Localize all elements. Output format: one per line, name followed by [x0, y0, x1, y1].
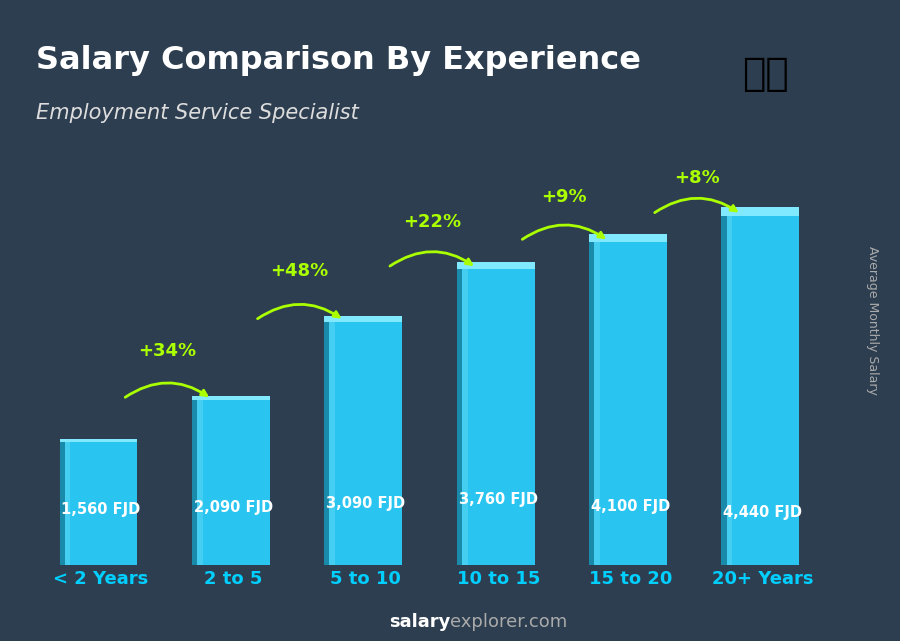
Text: salary: salary — [389, 613, 450, 631]
Bar — [726, 216, 799, 565]
Bar — [192, 401, 197, 565]
Bar — [329, 322, 335, 565]
Text: +8%: +8% — [674, 169, 720, 187]
Bar — [462, 269, 535, 565]
Text: 🇫🇯: 🇫🇯 — [742, 54, 788, 93]
Bar — [65, 442, 138, 565]
Bar — [722, 216, 726, 565]
Bar — [329, 322, 402, 565]
Bar — [594, 242, 667, 565]
Text: +34%: +34% — [139, 342, 196, 360]
Text: +48%: +48% — [271, 262, 328, 280]
Text: 2,090 FJD: 2,090 FJD — [194, 500, 273, 515]
Bar — [65, 442, 70, 565]
Text: explorer.com: explorer.com — [450, 613, 567, 631]
Bar — [456, 262, 535, 269]
Bar — [722, 207, 799, 216]
Bar — [324, 316, 402, 322]
Text: +9%: +9% — [542, 188, 587, 206]
Bar — [590, 242, 594, 565]
Bar — [197, 401, 202, 565]
Text: 4,100 FJD: 4,100 FJD — [591, 499, 670, 514]
Bar — [456, 269, 462, 565]
Bar — [192, 396, 270, 401]
Text: 1,560 FJD: 1,560 FJD — [61, 502, 140, 517]
Bar — [462, 269, 468, 565]
Bar — [197, 401, 270, 565]
Text: 3,090 FJD: 3,090 FJD — [326, 497, 405, 512]
Text: 3,760 FJD: 3,760 FJD — [459, 492, 537, 507]
Bar — [590, 235, 667, 242]
Text: +22%: +22% — [403, 213, 461, 231]
Text: Employment Service Specialist: Employment Service Specialist — [36, 103, 359, 122]
Text: Average Monthly Salary: Average Monthly Salary — [867, 246, 879, 395]
Bar — [59, 442, 65, 565]
Text: Salary Comparison By Experience: Salary Comparison By Experience — [36, 45, 641, 76]
Bar — [726, 216, 733, 565]
Text: 4,440 FJD: 4,440 FJD — [724, 505, 803, 520]
Bar — [594, 242, 600, 565]
Bar — [324, 322, 329, 565]
Bar — [59, 439, 138, 442]
